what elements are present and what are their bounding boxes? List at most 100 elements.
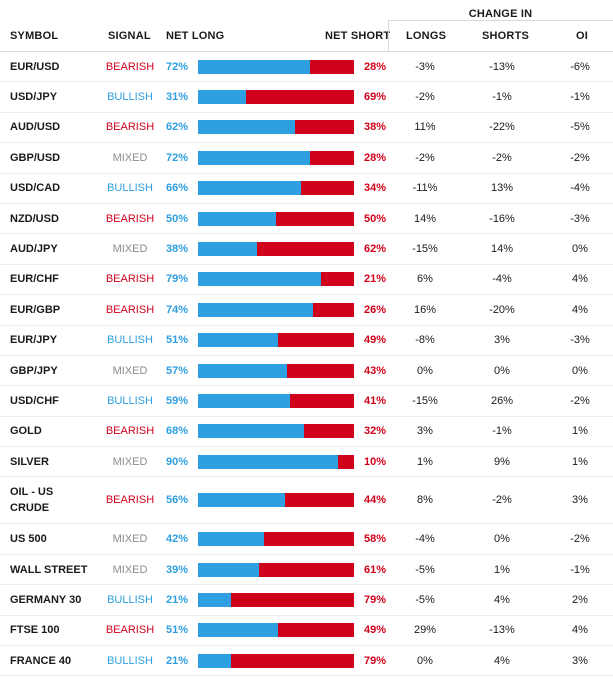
net-long-cell: 74% bbox=[166, 295, 196, 324]
table-row[interactable]: GERMANY 30 BULLISH 21% 79% -5% 4% 2% bbox=[0, 585, 613, 616]
long-fill bbox=[198, 532, 264, 547]
long-fill bbox=[198, 242, 258, 257]
symbol-cell[interactable]: USD/CHF bbox=[10, 386, 105, 415]
table-row[interactable]: EUR/USD BEARISH 72% 28% -3% -13% -6% bbox=[0, 52, 613, 83]
symbol-cell[interactable]: SILVER bbox=[10, 447, 105, 476]
long-fill bbox=[198, 211, 276, 226]
table-row[interactable]: OIL - US CRUDE BEARISH 56% 44% 8% -2% 3% bbox=[0, 477, 613, 525]
symbol-text[interactable]: EUR/GBP bbox=[10, 303, 61, 316]
table-row[interactable]: AUD/USD BEARISH 62% 38% 11% -22% -5% bbox=[0, 113, 613, 144]
table-row[interactable]: USD/CAD BULLISH 66% 34% -11% 13% -4% bbox=[0, 174, 613, 204]
symbol-text[interactable]: GERMANY 30 bbox=[10, 593, 82, 606]
table-row[interactable]: AUD/JPY MIXED 38% 62% -15% 14% 0% bbox=[0, 234, 613, 265]
sentiment-bar-cell bbox=[198, 143, 354, 172]
change-longs-cell: 6% bbox=[390, 265, 460, 294]
symbol-cell[interactable]: GOLD bbox=[10, 417, 105, 446]
symbol-cell[interactable]: GBP/JPY bbox=[10, 356, 105, 385]
change-shorts-value: 13% bbox=[490, 182, 514, 195]
net-short-cell: 41% bbox=[356, 386, 386, 415]
symbol-text[interactable]: EUR/USD bbox=[10, 60, 60, 73]
change-oi-cell: 2% bbox=[548, 585, 612, 614]
table-row[interactable]: US 500 MIXED 42% 58% -4% 0% -2% bbox=[0, 524, 613, 555]
change-shorts-cell: -4% bbox=[466, 265, 538, 294]
net-long-cell: 50% bbox=[166, 204, 196, 233]
table-row[interactable]: EUR/JPY BULLISH 51% 49% -8% 3% -3% bbox=[0, 326, 613, 356]
header-shorts[interactable]: SHORTS bbox=[482, 30, 530, 42]
table-row[interactable]: USD/JPY BULLISH 31% 69% -2% -1% -1% bbox=[0, 82, 613, 113]
table-row[interactable]: GBP/USD MIXED 72% 28% -2% -2% -2% bbox=[0, 143, 613, 174]
table-row[interactable]: FTSE 100 BEARISH 51% 49% 29% -13% 4% bbox=[0, 616, 613, 647]
header-longs[interactable]: LONGS bbox=[406, 30, 447, 42]
table-row[interactable]: FRANCE 40 BULLISH 21% 79% 0% 4% 3% bbox=[0, 646, 613, 677]
table-row[interactable]: USD/CHF BULLISH 59% 41% -15% 26% -2% bbox=[0, 386, 613, 417]
symbol-text[interactable]: USD/JPY bbox=[10, 91, 58, 104]
symbol-cell[interactable]: US 500 bbox=[10, 524, 105, 553]
net-long-value: 72% bbox=[166, 60, 189, 73]
change-shorts-value: -22% bbox=[489, 121, 515, 134]
symbol-text[interactable]: FTSE 100 bbox=[10, 624, 60, 637]
sentiment-bar bbox=[198, 211, 354, 226]
symbol-cell[interactable]: USD/JPY bbox=[10, 82, 105, 111]
symbol-text[interactable]: USD/CAD bbox=[10, 182, 61, 195]
symbol-text[interactable]: GBP/JPY bbox=[10, 364, 58, 377]
symbol-text[interactable]: OIL - US CRUDE bbox=[10, 486, 54, 515]
header-group-divider bbox=[388, 20, 613, 21]
header-symbol[interactable]: SYMBOL bbox=[10, 30, 59, 42]
symbol-text[interactable]: GBP/USD bbox=[10, 151, 61, 164]
symbol-cell[interactable]: GERMANY 30 bbox=[10, 585, 105, 614]
long-fill bbox=[198, 393, 291, 408]
symbol-cell[interactable]: AUD/JPY bbox=[10, 234, 105, 263]
symbol-cell[interactable]: EUR/JPY bbox=[10, 326, 105, 355]
header-oi[interactable]: OI bbox=[576, 30, 589, 42]
symbol-text[interactable]: GOLD bbox=[10, 425, 42, 438]
symbol-text[interactable]: SILVER bbox=[10, 455, 49, 468]
change-longs-value: -15% bbox=[412, 394, 438, 407]
symbol-text[interactable]: FRANCE 40 bbox=[10, 654, 72, 667]
symbol-text[interactable]: WALL STREET bbox=[10, 563, 88, 576]
change-shorts-value: -13% bbox=[489, 60, 515, 73]
table-row[interactable]: NZD/USD BEARISH 50% 50% 14% -16% -3% bbox=[0, 204, 613, 235]
symbol-cell[interactable]: NZD/USD bbox=[10, 204, 105, 233]
symbol-text[interactable]: USD/CHF bbox=[10, 394, 59, 407]
table-row[interactable]: EUR/GBP BEARISH 74% 26% 16% -20% 4% bbox=[0, 295, 613, 326]
signal-cell: BEARISH bbox=[100, 417, 160, 446]
change-oi-cell: -3% bbox=[548, 204, 612, 233]
symbol-text[interactable]: AUD/JPY bbox=[10, 243, 58, 256]
symbol-cell[interactable]: USD/CAD bbox=[10, 174, 105, 203]
change-shorts-value: -20% bbox=[489, 303, 515, 316]
table-row[interactable]: GBP/JPY MIXED 57% 43% 0% 0% 0% bbox=[0, 356, 613, 387]
symbol-cell[interactable]: EUR/USD bbox=[10, 52, 105, 81]
table-row[interactable]: SILVER MIXED 90% 10% 1% 9% 1% bbox=[0, 447, 613, 478]
table-row[interactable]: EUR/CHF BEARISH 79% 21% 6% -4% 4% bbox=[0, 265, 613, 296]
symbol-cell[interactable]: GBP/USD bbox=[10, 143, 105, 172]
net-short-value: 34% bbox=[363, 182, 386, 195]
sentiment-bar bbox=[198, 393, 354, 408]
header-net-long[interactable]: NET LONG bbox=[166, 30, 225, 42]
change-longs-cell: 8% bbox=[390, 477, 460, 523]
symbol-cell[interactable]: AUD/USD bbox=[10, 113, 105, 142]
header-signal[interactable]: SIGNAL bbox=[108, 30, 151, 42]
symbol-cell[interactable]: EUR/GBP bbox=[10, 295, 105, 324]
symbol-text[interactable]: NZD/USD bbox=[10, 212, 59, 225]
change-longs-value: 6% bbox=[417, 273, 433, 286]
change-oi-value: 3% bbox=[572, 494, 588, 507]
symbol-text[interactable]: AUD/USD bbox=[10, 121, 61, 134]
symbol-text[interactable]: US 500 bbox=[10, 533, 47, 546]
symbol-cell[interactable]: FTSE 100 bbox=[10, 616, 105, 645]
symbol-text[interactable]: EUR/JPY bbox=[10, 334, 58, 347]
table-row[interactable]: WALL STREET MIXED 39% 61% -5% 1% -1% bbox=[0, 555, 613, 586]
table-row[interactable]: GOLD BEARISH 68% 32% 3% -1% 1% bbox=[0, 417, 613, 448]
symbol-cell[interactable]: WALL STREET bbox=[10, 555, 105, 584]
signal-cell: MIXED bbox=[100, 143, 160, 172]
net-long-value: 51% bbox=[166, 334, 189, 347]
change-oi-cell: 3% bbox=[548, 477, 612, 523]
header-net-short[interactable]: NET SHORT bbox=[325, 30, 391, 42]
net-long-cell: 39% bbox=[166, 555, 196, 584]
symbol-text[interactable]: EUR/CHF bbox=[10, 273, 59, 286]
change-shorts-cell: -13% bbox=[466, 52, 538, 81]
change-longs-cell: 11% bbox=[390, 113, 460, 142]
change-oi-value: 3% bbox=[572, 654, 588, 667]
symbol-cell[interactable]: FRANCE 40 bbox=[10, 646, 105, 675]
symbol-cell[interactable]: EUR/CHF bbox=[10, 265, 105, 294]
symbol-cell[interactable]: OIL - US CRUDE bbox=[10, 477, 90, 523]
